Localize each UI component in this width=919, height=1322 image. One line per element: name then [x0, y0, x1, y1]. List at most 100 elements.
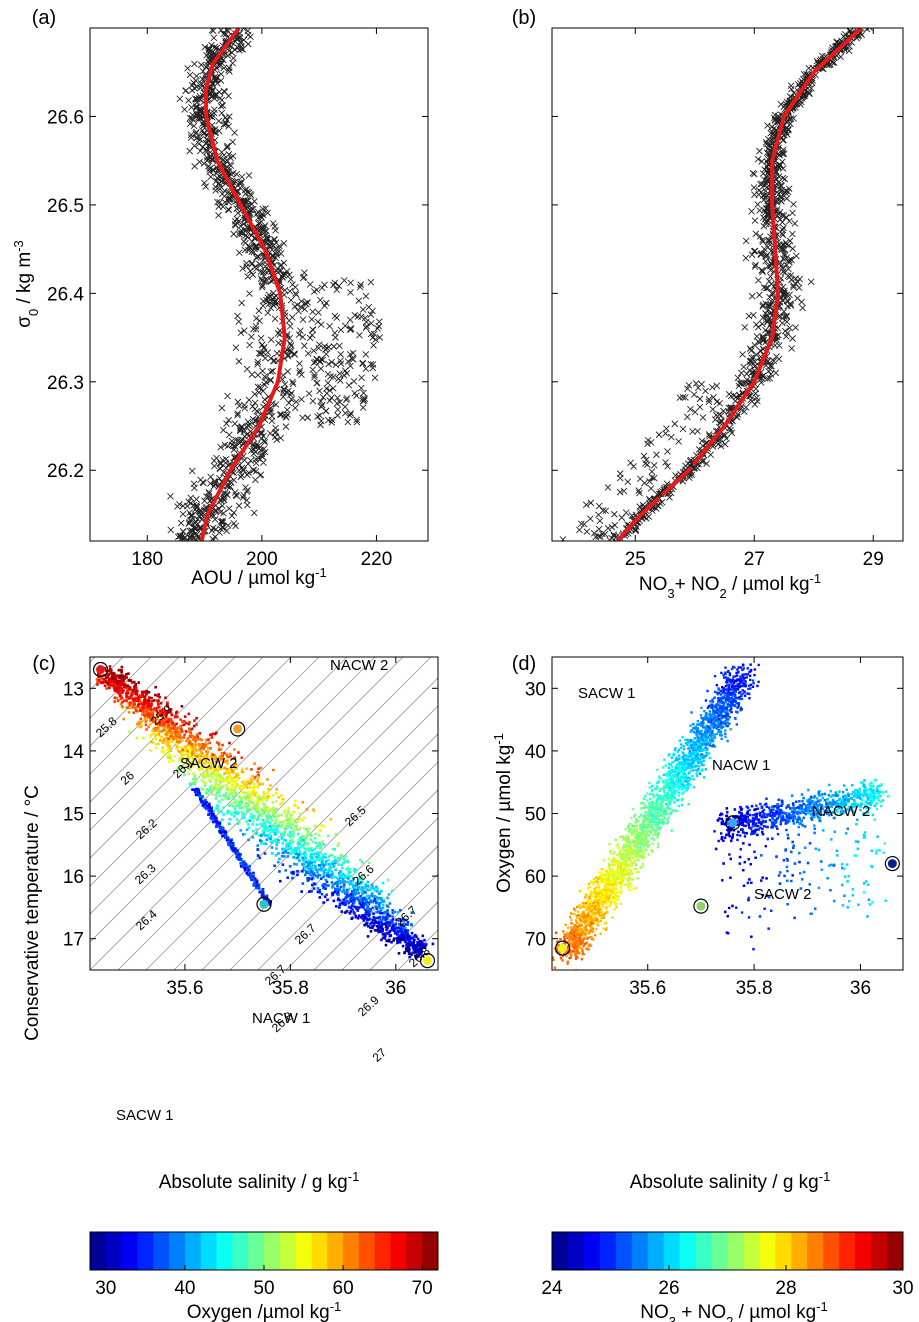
data-point: [704, 713, 708, 716]
data-point: [665, 792, 668, 795]
data-point: [152, 699, 156, 702]
data-point: [709, 715, 712, 718]
data-point: [217, 743, 221, 747]
data-point: [563, 941, 566, 944]
data-point: [309, 873, 312, 877]
data-point: [194, 780, 197, 783]
data-point: [731, 683, 734, 687]
data-point: [666, 781, 669, 785]
data-point: [120, 669, 123, 672]
data-point: [251, 836, 255, 839]
data-point: [192, 772, 195, 775]
data-point: [297, 828, 300, 832]
data-point: [354, 870, 358, 874]
data-point: [276, 824, 280, 828]
data-point: [686, 783, 689, 787]
data-point: [577, 934, 581, 938]
data-point: [187, 762, 191, 766]
data-point: [287, 833, 290, 836]
data-point: [402, 924, 406, 928]
data-point: [617, 862, 621, 866]
data-point: [645, 838, 648, 842]
data-point: [133, 685, 136, 688]
data-point: [188, 764, 192, 768]
data-point: [362, 919, 366, 922]
data-point: [418, 944, 422, 947]
data-point: [191, 756, 195, 760]
data-point: [118, 668, 121, 672]
data-point: [583, 927, 587, 930]
data-point: [263, 824, 267, 828]
data-point: [380, 925, 383, 929]
data-point: [607, 891, 610, 894]
data-point: [253, 881, 256, 885]
data-point: [262, 809, 265, 813]
data-point: [169, 708, 173, 711]
data-point: [238, 787, 242, 790]
data-point: [616, 860, 620, 863]
data-point: [169, 711, 173, 714]
data-point: [607, 888, 611, 891]
data-point: [259, 842, 263, 845]
data-point: [672, 752, 675, 756]
contour-line: [145, 677, 438, 970]
data-point: [586, 917, 590, 921]
density-contours: [90, 657, 438, 970]
data-point: [729, 681, 733, 685]
data-point: [238, 855, 242, 859]
data-point: [358, 886, 361, 890]
data-point: [674, 747, 677, 750]
data-point: [594, 880, 597, 883]
data-point: [352, 910, 356, 914]
data-point: [642, 851, 646, 855]
data-point: [207, 790, 210, 793]
data-point: [627, 872, 630, 875]
data-point: [144, 709, 147, 713]
data-point: [198, 797, 202, 800]
data-point: [375, 887, 378, 891]
data-point: [323, 825, 326, 828]
data-point: [639, 846, 642, 849]
data-point: [701, 723, 705, 727]
data-point: [692, 746, 695, 749]
data-point: [656, 842, 660, 846]
data-point: [611, 916, 614, 919]
data-point: [727, 685, 731, 688]
data-point: [192, 782, 195, 785]
data-point: [166, 756, 170, 760]
data-point: [682, 771, 686, 774]
data-point: [373, 889, 377, 892]
data-point: [174, 715, 178, 719]
data-point: [676, 750, 679, 753]
data-point: [214, 793, 217, 797]
data-point: [307, 859, 311, 863]
data-point: [259, 766, 263, 770]
data-point: [625, 840, 628, 843]
data-point: [703, 730, 707, 734]
data-point: [676, 775, 679, 778]
data-point: [242, 787, 246, 790]
data-point: [699, 723, 702, 726]
data-point: [320, 824, 323, 827]
data-point: [182, 757, 186, 761]
data-point: [242, 816, 246, 819]
data-point: [590, 891, 593, 895]
data-point: [125, 691, 128, 695]
data-point: [366, 903, 370, 906]
data-point: [376, 900, 379, 903]
data-point: [573, 925, 576, 929]
data-point: [201, 755, 204, 758]
data-point: [330, 870, 334, 874]
data-point: [119, 686, 122, 690]
data-point: [708, 730, 712, 733]
data-point: [396, 936, 400, 940]
data-point: [748, 697, 751, 700]
data-point: [386, 913, 390, 916]
data-point: [666, 805, 669, 808]
data-point: [366, 888, 370, 892]
data-point: [201, 774, 204, 777]
contour-line: [257, 789, 438, 970]
contour-line: [90, 657, 208, 775]
data-point: [619, 886, 623, 889]
data-point: [333, 856, 337, 859]
